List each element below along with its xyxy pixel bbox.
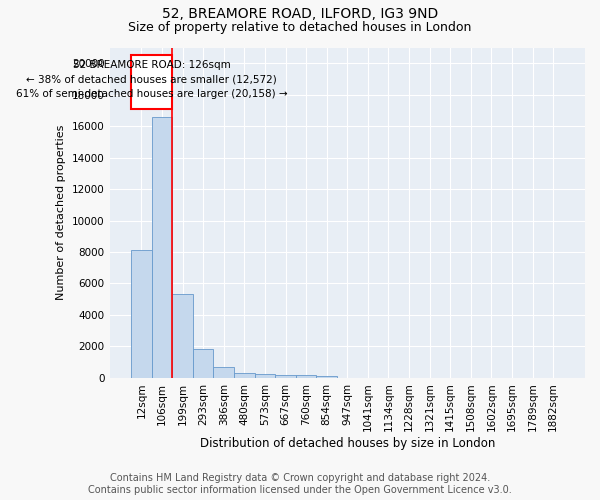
Bar [254, 374, 275, 378]
Text: Size of property relative to detached houses in London: Size of property relative to detached ho… [128, 21, 472, 34]
Bar [275, 374, 296, 378]
Bar [316, 376, 337, 378]
Text: 52, BREAMORE ROAD, ILFORD, IG3 9ND: 52, BREAMORE ROAD, ILFORD, IG3 9ND [162, 8, 438, 22]
Text: ← 38% of detached houses are smaller (12,572): ← 38% of detached houses are smaller (12… [26, 74, 277, 85]
Text: Contains HM Land Registry data © Crown copyright and database right 2024.
Contai: Contains HM Land Registry data © Crown c… [88, 474, 512, 495]
Text: 52 BREAMORE ROAD: 126sqm: 52 BREAMORE ROAD: 126sqm [73, 60, 230, 70]
Bar [193, 348, 214, 378]
Bar [172, 294, 193, 378]
Text: 61% of semi-detached houses are larger (20,158) →: 61% of semi-detached houses are larger (… [16, 89, 287, 99]
X-axis label: Distribution of detached houses by size in London: Distribution of detached houses by size … [200, 437, 495, 450]
Bar [152, 116, 172, 378]
Bar [296, 376, 316, 378]
Bar [131, 250, 152, 378]
Y-axis label: Number of detached properties: Number of detached properties [56, 125, 67, 300]
Bar [131, 56, 172, 109]
Bar [214, 367, 234, 378]
Bar [234, 373, 254, 378]
